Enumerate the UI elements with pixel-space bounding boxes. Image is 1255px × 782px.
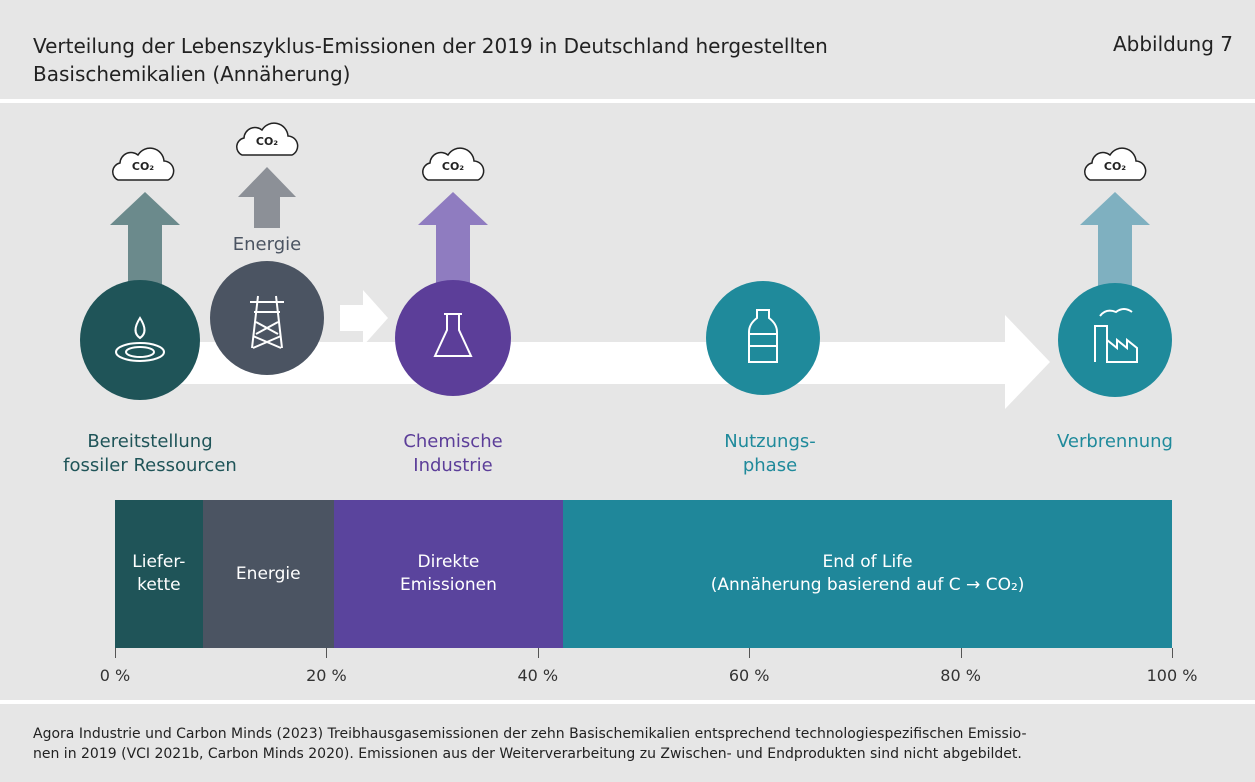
x-tick-label: 80 % [940, 666, 981, 685]
co2-label: CO₂ [131, 160, 155, 173]
co2-label: CO₂ [255, 135, 279, 148]
x-tick-label: 60 % [728, 666, 770, 685]
stage-circle [706, 281, 820, 395]
x-tick-label: 0 % [99, 666, 131, 685]
x-tick-label: 40 % [517, 666, 559, 685]
energy-label: Energie [232, 234, 302, 255]
title: Verteilung der Lebenszyklus-Emissionen d… [33, 34, 828, 86]
icons [115, 295, 1138, 363]
separator [0, 700, 1255, 704]
stage-label: Verbrennung [1057, 431, 1173, 452]
tick-mark [749, 648, 751, 658]
tick-mark [1172, 648, 1173, 658]
stage-circle [80, 280, 200, 400]
up-arrow [238, 167, 296, 228]
flow-arrow [160, 315, 1050, 409]
co2-label: CO₂ [1103, 160, 1127, 173]
tick-mark [115, 648, 116, 658]
tick-mark [960, 648, 962, 658]
stage-label: Chemische Industrie [403, 431, 503, 476]
bar-segment: End of Life (Annäherung basierend auf C … [563, 500, 1172, 648]
up-arrow [418, 192, 488, 292]
small-arrow [340, 290, 388, 346]
x-tick-label: 20 % [306, 666, 347, 685]
stage-label: Nutzungs- phase [724, 431, 816, 476]
x-tick-label: 100 % [1146, 666, 1198, 685]
clouds [112, 122, 1147, 181]
tick-mark [326, 648, 328, 658]
stage-circle [210, 261, 324, 375]
separator [0, 99, 1255, 103]
up-arrow [1080, 192, 1150, 292]
diagram [80, 122, 1172, 409]
bar-segment: Direkte Emissionen [333, 500, 564, 648]
up-arrow [110, 192, 180, 292]
tick-mark [537, 648, 539, 658]
stage-label: Bereitstellung fossiler Ressourcen [63, 431, 237, 476]
figure-number: Abbildung 7 [1112, 32, 1233, 56]
bar-segment: Liefer- kette [115, 500, 203, 648]
co2-label: CO₂ [441, 160, 465, 173]
bar-segment: Energie [202, 500, 334, 648]
stage-circle [395, 280, 511, 396]
source-note: Agora Industrie und Carbon Minds (2023) … [33, 726, 1027, 762]
stage-circle [1058, 283, 1172, 397]
